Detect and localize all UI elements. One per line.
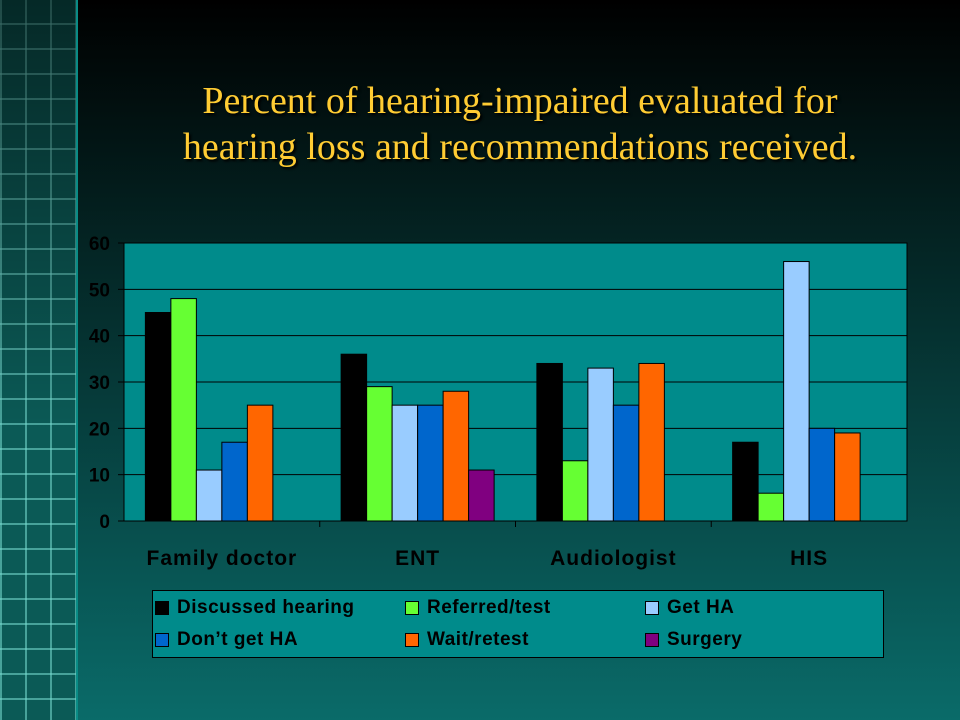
legend-swatch [155, 601, 169, 615]
bar [417, 404, 444, 522]
legend-swatch [645, 601, 659, 615]
bar [442, 390, 470, 522]
y-tick-label: 60 [89, 234, 110, 255]
bar [170, 298, 197, 522]
title-line-1: Percent of hearing-impaired evaluated fo… [202, 80, 838, 122]
legend-label: Discussed hearing [177, 597, 355, 618]
slide-title: Percent of hearing-impaired evaluated fo… [110, 78, 930, 170]
y-tick-label: 0 [99, 512, 110, 533]
bar [783, 261, 810, 522]
bar [757, 492, 785, 522]
chart-legend: Discussed hearing Referred/test Get HA Don’… [152, 590, 884, 658]
bar [391, 404, 419, 522]
bar [808, 427, 836, 522]
bar [195, 469, 223, 522]
bar [246, 404, 274, 522]
legend-label: Referred/test [427, 597, 551, 618]
legend-label: Wait/retest [427, 629, 529, 650]
decorative-grid-strip [0, 0, 78, 720]
legend-item: Wait/retest [405, 629, 529, 651]
legend-item: Surgery [645, 629, 742, 651]
y-tick-label: 50 [89, 280, 110, 301]
bar [221, 441, 248, 522]
bar [587, 367, 614, 522]
bar [366, 386, 393, 522]
bar [612, 404, 640, 522]
bar [834, 432, 861, 522]
x-category-label: ENT [395, 547, 440, 570]
legend-item: Discussed hearing [155, 597, 354, 619]
legend-swatch [155, 633, 169, 647]
title-line-2: hearing loss and recommendations receive… [182, 126, 858, 168]
legend-item: Don’t get HA [155, 629, 298, 651]
legend-label: Get HA [667, 597, 735, 618]
y-tick-label: 10 [89, 466, 110, 487]
y-tick-label: 20 [89, 419, 110, 440]
legend-label: Surgery [667, 629, 743, 650]
x-category-label: Audiologist [550, 547, 676, 570]
bar [468, 469, 495, 522]
x-category-label: Family doctor [147, 547, 298, 570]
x-category-label: HIS [790, 547, 828, 570]
legend-item: Referred/test [405, 597, 551, 619]
bar [144, 312, 172, 522]
bar [638, 362, 665, 522]
bar [340, 353, 368, 522]
bar [732, 441, 759, 522]
bar [536, 362, 563, 522]
legend-swatch [405, 633, 419, 647]
bar [561, 460, 589, 522]
y-tick-label: 40 [89, 327, 110, 348]
y-tick-label: 30 [89, 373, 110, 394]
legend-item: Get HA [645, 597, 734, 619]
legend-swatch [405, 601, 419, 615]
legend-label: Don’t get HA [177, 629, 299, 650]
legend-swatch [645, 633, 659, 647]
